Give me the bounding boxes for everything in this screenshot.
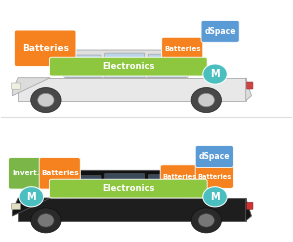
Text: Batteries: Batteries	[197, 174, 231, 180]
Text: dSpace: dSpace	[205, 27, 236, 36]
Text: Batteries: Batteries	[22, 44, 69, 53]
FancyBboxPatch shape	[50, 57, 207, 76]
FancyBboxPatch shape	[195, 145, 234, 167]
Text: dSpace: dSpace	[199, 152, 230, 161]
FancyBboxPatch shape	[11, 203, 21, 210]
Circle shape	[31, 208, 61, 233]
Circle shape	[198, 214, 214, 227]
Circle shape	[191, 208, 222, 233]
Text: M: M	[210, 69, 220, 79]
FancyBboxPatch shape	[201, 20, 239, 42]
FancyBboxPatch shape	[160, 165, 198, 188]
Text: Batteries: Batteries	[41, 170, 79, 176]
Polygon shape	[18, 78, 246, 100]
FancyBboxPatch shape	[39, 158, 80, 189]
FancyBboxPatch shape	[105, 53, 145, 78]
Circle shape	[198, 93, 214, 107]
Polygon shape	[12, 198, 50, 216]
Polygon shape	[18, 198, 246, 221]
Circle shape	[203, 187, 227, 207]
FancyBboxPatch shape	[67, 175, 101, 198]
FancyBboxPatch shape	[11, 83, 21, 89]
FancyBboxPatch shape	[148, 174, 185, 198]
Polygon shape	[53, 170, 202, 198]
Polygon shape	[246, 198, 251, 221]
Polygon shape	[12, 78, 50, 96]
Circle shape	[38, 93, 54, 107]
FancyBboxPatch shape	[246, 82, 253, 89]
Text: Electronics: Electronics	[102, 184, 154, 193]
Polygon shape	[246, 78, 251, 100]
FancyBboxPatch shape	[246, 202, 253, 209]
FancyBboxPatch shape	[162, 37, 203, 61]
Polygon shape	[53, 50, 202, 78]
FancyBboxPatch shape	[105, 173, 145, 198]
FancyBboxPatch shape	[8, 158, 44, 189]
Text: Batteries: Batteries	[162, 174, 196, 180]
FancyBboxPatch shape	[50, 179, 207, 198]
Circle shape	[31, 88, 61, 113]
Text: M: M	[26, 192, 36, 202]
Text: Batteries: Batteries	[164, 46, 200, 53]
Text: M: M	[210, 192, 220, 202]
FancyBboxPatch shape	[67, 55, 101, 78]
Text: Electronics: Electronics	[102, 62, 154, 71]
Circle shape	[19, 187, 44, 207]
FancyBboxPatch shape	[195, 165, 234, 188]
Circle shape	[191, 88, 222, 113]
Circle shape	[203, 64, 227, 84]
Text: Invert.: Invert.	[13, 170, 40, 176]
FancyBboxPatch shape	[14, 30, 76, 66]
Circle shape	[38, 214, 54, 227]
FancyBboxPatch shape	[148, 54, 185, 78]
